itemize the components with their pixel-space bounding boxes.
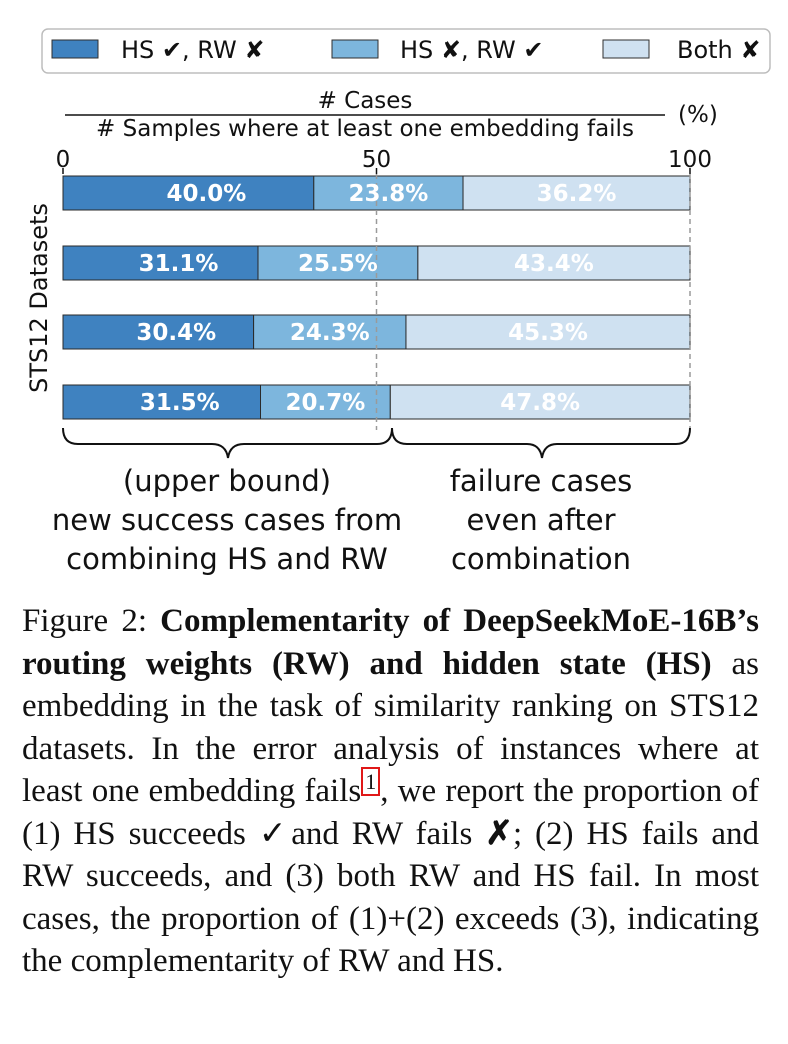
legend-swatch-hs-ok-rw-fail	[51, 39, 99, 59]
brace-annotations: (upper bound) new success cases from com…	[52, 464, 632, 576]
y-axis-label: STS12 Datasets	[25, 203, 53, 393]
right-annotation-line-1: failure cases	[450, 464, 633, 498]
left-annotation-line-2: new success cases from	[52, 503, 402, 537]
braces	[62, 427, 691, 459]
x-tick-label-0: 0	[56, 147, 71, 173]
bar-label-both-fail-row-2: 43.4%	[514, 251, 594, 277]
bar-label-both-fail-row-1: 36.2%	[537, 181, 617, 207]
x-axis-label: # Cases # Samples where at least one emb…	[65, 88, 718, 142]
bar-both-fail-row-4	[389, 384, 691, 420]
figure-caption: Figure 2: Complementarity of DeepSeekMoE…	[22, 600, 759, 983]
caption-label: Figure 2:	[22, 603, 147, 639]
legend: HS ✔, RW ✘ HS ✘, RW ✔ Both ✘	[41, 28, 771, 74]
bar-hs-ok-rw-fail-row-1	[62, 175, 315, 211]
bar-both-fail-row-3	[405, 314, 691, 350]
bar-both-fail-row-1	[462, 175, 691, 211]
x-axis-ticks: 0 50 100	[56, 147, 712, 174]
brace-left	[62, 427, 393, 459]
bar-label-hs-fail-rw-ok-row-3: 24.3%	[290, 320, 370, 346]
x-tick-label-100: 100	[668, 147, 712, 173]
right-annotation-line-2: even after	[466, 503, 615, 537]
footnote-link[interactable]: 1	[361, 767, 381, 796]
bar-both-fail-row-2	[417, 245, 691, 281]
stacked-bar-chart: HS ✔, RW ✘ HS ✘, RW ✔ Both ✘ # Cases # S…	[25, 28, 771, 576]
legend-label-both-fail: Both ✘	[677, 36, 761, 64]
legend-label-hs-ok-rw-fail: HS ✔, RW ✘	[121, 36, 264, 64]
legend-swatch-both-fail	[602, 39, 650, 59]
caption-bold-title: Complementarity of DeepSeekMoE-16B’s rou…	[22, 603, 760, 682]
x-label-numerator: # Cases	[318, 88, 413, 114]
bar-hs-ok-rw-fail-row-2	[62, 245, 259, 281]
bar-label-both-fail-row-3: 45.3%	[508, 320, 588, 346]
caption-text-2: , we report the proportion of (1) HS suc…	[22, 773, 759, 852]
x-tick-label-50: 50	[362, 147, 391, 173]
bar-hs-fail-rw-ok-row-4	[260, 384, 391, 420]
bar-label-hs-ok-rw-fail-row-1: 40.0%	[167, 181, 247, 207]
bar-label-hs-fail-rw-ok-row-4: 20.7%	[286, 390, 366, 416]
reference-lines	[375, 174, 691, 430]
caption-text-3: and RW fails	[291, 815, 473, 852]
caption-text-4: ; (2) HS fails and RW succeeds, and (3) …	[22, 815, 760, 980]
left-annotation-line-1: (upper bound)	[123, 464, 331, 498]
bar-hs-fail-rw-ok-row-2	[257, 245, 419, 281]
check-glyph: ✓	[258, 815, 292, 852]
bar-hs-fail-rw-ok-row-1	[313, 175, 464, 211]
legend-frame	[41, 28, 771, 74]
x-label-unit: (%)	[678, 102, 718, 128]
x-label-denominator: # Samples where at least one embedding f…	[96, 116, 634, 142]
bar-label-hs-ok-rw-fail-row-4: 31.5%	[140, 390, 220, 416]
brace-right	[391, 427, 691, 459]
bar-label-both-fail-row-4: 47.8%	[500, 390, 580, 416]
bar-label-hs-fail-rw-ok-row-2: 25.5%	[298, 251, 378, 277]
bars	[62, 175, 691, 420]
legend-swatch-hs-fail-rw-ok	[331, 39, 379, 59]
legend-label-hs-fail-rw-ok: HS ✘, RW ✔	[400, 36, 543, 64]
bar-labels: 40.0% 23.8% 36.2% 31.1% 25.5% 43.4% 30.4% 24.3%…	[136, 181, 616, 416]
left-annotation-line-3: combining HS and RW	[66, 542, 388, 576]
cross-glyph: ✗	[485, 815, 513, 852]
bar-label-hs-fail-rw-ok-row-1: 23.8%	[349, 181, 429, 207]
bar-label-hs-ok-rw-fail-row-3: 30.4%	[136, 320, 216, 346]
caption-text-1: as embedding in the task of similarity r…	[22, 645, 759, 810]
right-annotation-line-3: combination	[451, 542, 631, 576]
bar-label-hs-ok-rw-fail-row-2: 31.1%	[139, 251, 219, 277]
